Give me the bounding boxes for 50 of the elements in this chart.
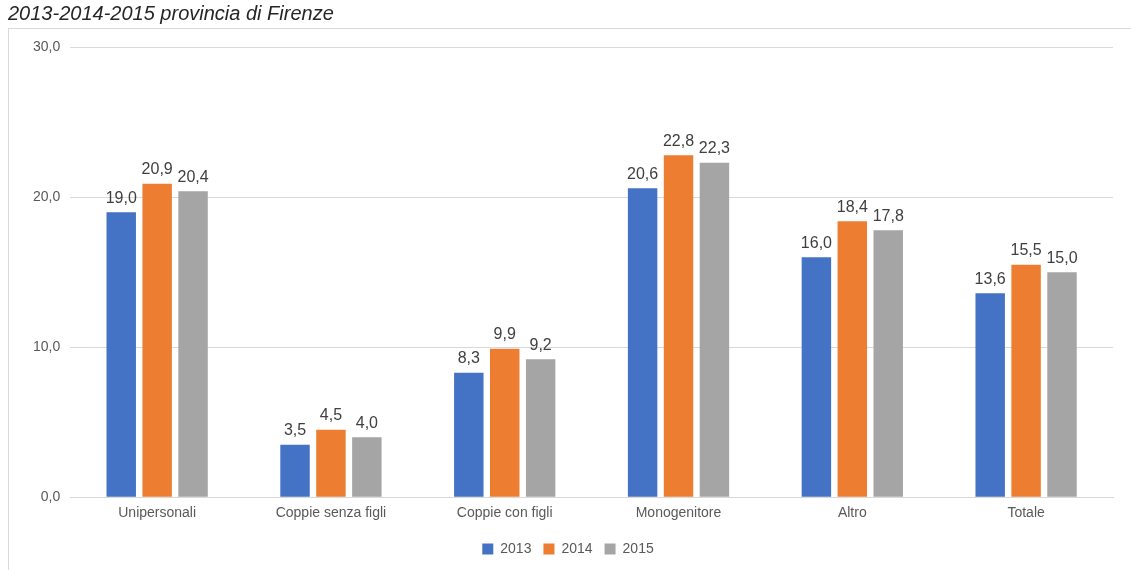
bar xyxy=(178,191,208,497)
x-tick-label: Altro xyxy=(837,504,867,521)
bar xyxy=(699,162,730,497)
y-tick-label: 20,0 xyxy=(33,188,61,205)
bar xyxy=(837,221,868,497)
x-tick-label: Totale xyxy=(1007,504,1045,521)
chart-title: 2013-2014-2015 provincia di Firenze xyxy=(8,1,334,25)
data-label: 3,5 xyxy=(283,421,307,439)
x-tick-label: Coppie senza figli xyxy=(275,504,387,521)
bar xyxy=(627,188,658,497)
bar xyxy=(106,212,136,497)
bar xyxy=(873,230,903,497)
x-tick-label: Unipersonali xyxy=(118,504,197,521)
bar xyxy=(142,183,172,497)
data-label: 15,0 xyxy=(1046,248,1078,266)
y-tick-label: 10,0 xyxy=(33,338,61,355)
data-label: 13,6 xyxy=(974,269,1006,287)
bar xyxy=(1047,272,1077,497)
data-label: 20,6 xyxy=(627,164,659,182)
bar xyxy=(1011,264,1041,497)
data-label: 20,4 xyxy=(177,167,209,185)
legend-label: 2015 xyxy=(622,539,654,556)
bar xyxy=(352,437,382,497)
data-label: 22,3 xyxy=(698,139,731,157)
data-label: 19,0 xyxy=(105,188,137,206)
x-tick-label: Coppie con figli xyxy=(456,504,553,521)
data-label: 15,5 xyxy=(1010,241,1042,259)
data-label: 22,8 xyxy=(662,131,695,149)
bar xyxy=(663,155,694,497)
bar xyxy=(801,257,832,497)
bar xyxy=(316,429,346,497)
data-label: 17,8 xyxy=(872,206,904,224)
bar xyxy=(525,359,556,497)
data-label: 9,2 xyxy=(529,335,552,353)
data-label: 16,0 xyxy=(800,233,833,251)
data-label: 4,0 xyxy=(355,413,379,431)
data-label: 9,9 xyxy=(493,325,516,343)
data-label: 4,5 xyxy=(319,406,343,424)
bar xyxy=(280,444,310,497)
legend-label: 2013 xyxy=(500,539,532,556)
data-label: 18,4 xyxy=(836,197,868,215)
bar xyxy=(975,293,1005,497)
y-tick-label: 0,0 xyxy=(40,488,61,505)
data-label: 20,9 xyxy=(141,160,173,178)
bar xyxy=(490,348,520,497)
bar xyxy=(454,372,484,497)
legend-label: 2014 xyxy=(561,539,593,556)
x-tick-label: Monogenitore xyxy=(635,504,722,521)
y-tick-label: 30,0 xyxy=(33,38,61,55)
data-label: 8,3 xyxy=(457,349,481,367)
